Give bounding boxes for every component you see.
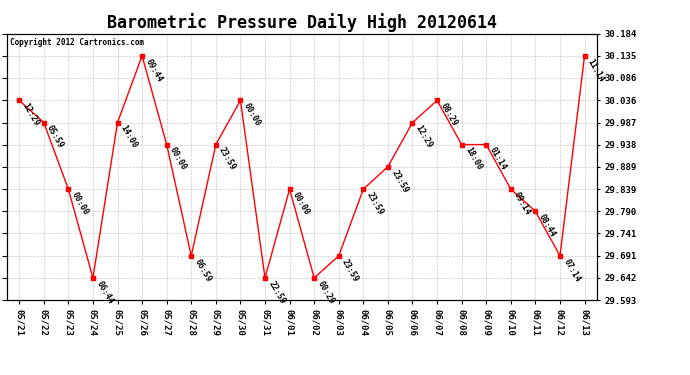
Text: 23:59: 23:59: [217, 146, 237, 172]
Text: Copyright 2012 Cartronics.com: Copyright 2012 Cartronics.com: [10, 38, 144, 47]
Text: 23:59: 23:59: [365, 190, 385, 217]
Text: 00:00: 00:00: [241, 102, 262, 128]
Text: 05:59: 05:59: [45, 124, 66, 150]
Text: 06:44: 06:44: [95, 279, 115, 306]
Text: 06:59: 06:59: [193, 257, 213, 284]
Text: 00:00: 00:00: [168, 146, 188, 172]
Text: 00:00: 00:00: [70, 190, 90, 217]
Text: 23:59: 23:59: [340, 257, 360, 284]
Text: 12:29: 12:29: [21, 102, 41, 128]
Text: 18:00: 18:00: [463, 146, 483, 172]
Text: 14:00: 14:00: [119, 124, 139, 150]
Title: Barometric Pressure Daily High 20120614: Barometric Pressure Daily High 20120614: [107, 13, 497, 32]
Text: 23:59: 23:59: [389, 168, 410, 194]
Text: 11:14: 11:14: [586, 57, 607, 83]
Text: 08:44: 08:44: [537, 213, 557, 239]
Text: 01:14: 01:14: [488, 146, 508, 172]
Text: 09:14: 09:14: [512, 190, 533, 217]
Text: 00:00: 00:00: [291, 190, 311, 217]
Text: 12:29: 12:29: [414, 124, 434, 150]
Text: 07:14: 07:14: [562, 257, 582, 284]
Text: 22:59: 22:59: [266, 279, 286, 306]
Text: 09:44: 09:44: [144, 57, 164, 83]
Text: 08:29: 08:29: [438, 102, 459, 128]
Text: 00:29: 00:29: [315, 279, 336, 306]
